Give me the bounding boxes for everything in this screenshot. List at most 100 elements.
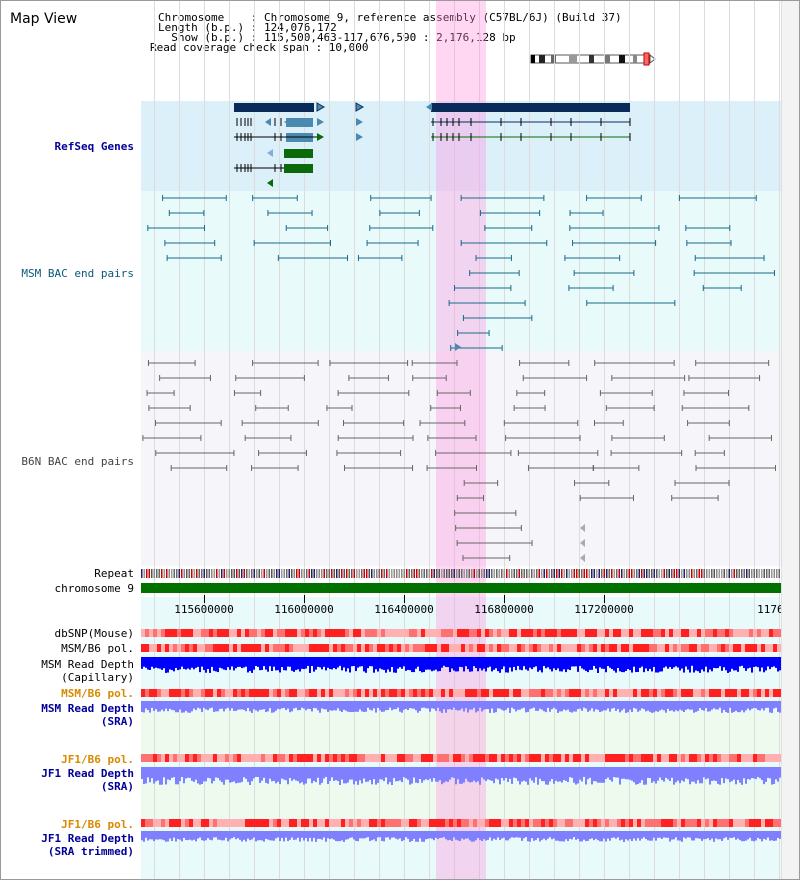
depth-bar	[339, 831, 341, 842]
repeat-mark	[198, 569, 200, 578]
pol-cell	[329, 629, 333, 637]
pol-cell	[173, 644, 177, 652]
depth-bar	[247, 767, 249, 782]
depth-bar	[181, 701, 183, 713]
depth-bar	[269, 701, 271, 709]
repeat-mark	[646, 569, 648, 578]
depth-bar	[235, 701, 237, 711]
depth-bar	[385, 701, 387, 711]
pol-cell	[305, 819, 309, 827]
track-label-msm-depth-capillary[interactable]: MSM Read Depth	[41, 658, 134, 671]
pol-cell	[397, 629, 401, 637]
depth-bar	[293, 767, 295, 780]
pol-cell	[613, 819, 617, 827]
track-label-jf1-b6-pol-2[interactable]: JF1/B6 pol.	[61, 818, 134, 831]
depth-bar	[185, 767, 187, 779]
depth-bar	[509, 767, 511, 779]
pol-cell	[401, 754, 405, 762]
depth-bar	[437, 831, 439, 840]
depth-bar	[519, 701, 521, 710]
depth-bar	[737, 701, 739, 713]
pol-cell	[589, 754, 593, 762]
depth-bar	[309, 657, 311, 673]
track-label-repeat[interactable]: Repeat	[94, 567, 134, 580]
pol-cell	[413, 754, 417, 762]
depth-bar	[147, 831, 149, 841]
repeat-mark	[581, 569, 583, 578]
track-label-chromosome[interactable]: chromosome 9	[54, 582, 134, 595]
repeat-mark	[708, 569, 710, 578]
repeat-mark	[536, 569, 538, 578]
depth-bar	[509, 831, 511, 839]
pol-cell	[253, 819, 257, 827]
repeat-mark	[353, 569, 355, 578]
depth-bar	[239, 767, 241, 783]
depth-bar	[221, 767, 223, 783]
depth-bar	[467, 831, 469, 839]
pol-cell	[417, 644, 421, 652]
pol-cell	[417, 754, 421, 762]
track-label-jf1-depth-sra[interactable]: JF1 Read Depth	[41, 767, 134, 780]
pol-cell	[153, 629, 157, 637]
depth-bar	[505, 831, 507, 841]
pol-cell	[145, 819, 149, 827]
track-label-b6n-bac[interactable]: B6N BAC end pairs	[21, 455, 134, 468]
highlight-region[interactable]	[436, 1, 486, 879]
depth-bar	[465, 831, 467, 839]
depth-bar	[141, 657, 143, 669]
depth-bar	[319, 831, 321, 839]
pol-cell	[413, 629, 417, 637]
pol-cell	[253, 689, 257, 697]
track-label-jf1-depth-trimmed[interactable]: JF1 Read Depth	[41, 832, 134, 845]
pol-cell	[677, 644, 681, 652]
repeat-mark	[611, 569, 613, 578]
track-label-msm-b6-pol[interactable]: MSM/B6 pol.	[61, 642, 134, 655]
track-label-jf1-b6-pol[interactable]: JF1/B6 pol.	[61, 753, 134, 766]
depth-bar	[759, 701, 761, 711]
pol-cell	[525, 754, 529, 762]
depth-bar	[585, 657, 587, 671]
depth-bar	[163, 831, 165, 841]
repeat-mark	[336, 569, 338, 578]
tracks-area[interactable]: 115600000 116000000 116400000 116800000 …	[141, 1, 797, 880]
depth-bar	[213, 767, 215, 781]
track-label-msm-depth-sra[interactable]: MSM Read Depth	[41, 702, 134, 715]
depth-bar	[669, 831, 671, 842]
track-label-msm-b6-pol-2[interactable]: MSM/B6 pol.	[61, 687, 134, 700]
depth-bar	[567, 701, 569, 710]
depth-bar	[389, 657, 391, 672]
pol-cell	[609, 689, 613, 697]
track-graphics[interactable]	[141, 1, 781, 880]
depth-bar	[681, 831, 683, 842]
pol-cell	[349, 644, 353, 652]
track-label-msm-bac[interactable]: MSM BAC end pairs	[21, 267, 134, 280]
pol-cell	[457, 689, 461, 697]
depth-bar	[769, 657, 771, 670]
depth-bar	[407, 701, 409, 711]
track-label-refseq[interactable]: RefSeq Genes	[54, 140, 134, 153]
depth-bar	[315, 657, 317, 670]
depth-bar	[433, 657, 435, 671]
depth-bar	[457, 657, 459, 672]
chromosome-ideogram[interactable]	[529, 52, 659, 66]
pol-cell	[281, 629, 285, 637]
track-label-dbsnp[interactable]: dbSNP(Mouse)	[54, 627, 134, 640]
depth-bar	[763, 701, 765, 711]
depth-bar	[517, 831, 519, 838]
depth-bar	[677, 767, 679, 781]
pol-cell	[537, 644, 541, 652]
depth-bar	[225, 657, 227, 671]
depth-bar	[567, 831, 569, 842]
pol-cell	[749, 754, 753, 762]
depth-bar	[203, 701, 205, 708]
scroll-gutter[interactable]	[781, 1, 799, 879]
pol-cell	[473, 644, 477, 652]
grid-line	[279, 1, 280, 879]
pol-cell	[349, 819, 353, 827]
repeat-mark	[298, 569, 300, 578]
depth-bar	[685, 657, 687, 667]
depth-bar	[375, 701, 377, 713]
depth-bar	[551, 767, 553, 780]
pol-cell	[637, 819, 641, 827]
pol-cell	[325, 819, 329, 827]
